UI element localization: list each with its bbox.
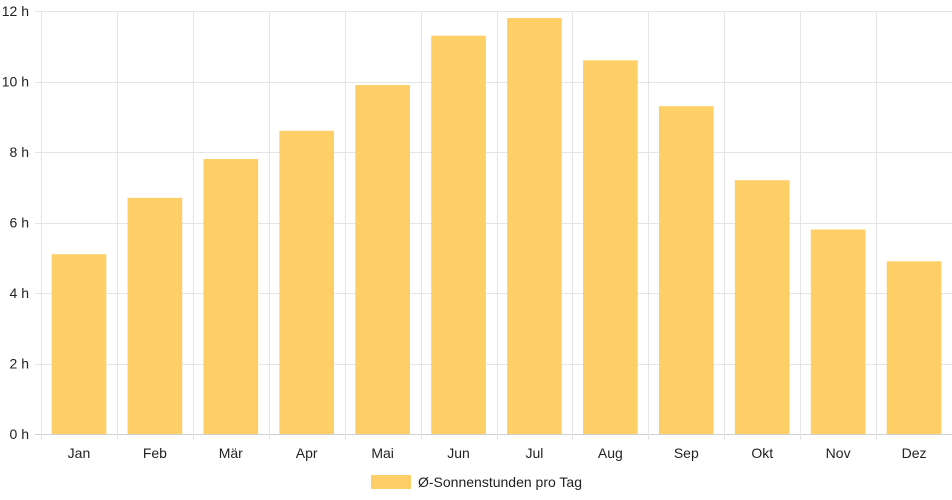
x-tick-label: Jul — [526, 445, 544, 461]
x-tick-label: Mär — [219, 445, 243, 461]
bars — [51, 18, 942, 435]
x-tick-label: Mai — [371, 445, 394, 461]
bar-okt[interactable] — [734, 180, 790, 434]
y-tick-label: 6 h — [10, 215, 29, 231]
bar-jun[interactable] — [431, 35, 486, 435]
x-tick-label: Okt — [751, 445, 773, 461]
bar-nov[interactable] — [810, 229, 866, 434]
y-tick-label: 4 h — [10, 285, 29, 301]
x-tick-label: Sep — [674, 445, 699, 461]
x-tick-label: Nov — [826, 445, 851, 461]
x-tick-label: Jun — [447, 445, 470, 461]
legend-label[interactable]: Ø-Sonnenstunden pro Tag — [418, 474, 582, 490]
bar-jul[interactable] — [507, 18, 562, 435]
y-tick-label: 8 h — [10, 144, 29, 160]
bar-aug[interactable] — [583, 60, 638, 434]
y-tick-label: 0 h — [10, 426, 29, 442]
bar-sep[interactable] — [658, 106, 714, 435]
x-tick-label: Jan — [68, 445, 91, 461]
bar-apr[interactable] — [279, 130, 335, 434]
bar-jan[interactable] — [51, 254, 107, 434]
y-tick-label: 12 h — [2, 3, 29, 19]
axes: 0 h 2 h 4 h 6 h 8 h 10 h 12 h Jan Feb Mär Apr Mai Ju… — [2, 3, 927, 461]
y-tick-label: 2 h — [10, 356, 29, 372]
legend[interactable]: Ø-Sonnenstunden pro Tag — [371, 474, 582, 490]
bar-mai[interactable] — [355, 85, 410, 435]
y-tick-label: 10 h — [2, 74, 29, 90]
legend-swatch[interactable] — [371, 475, 411, 489]
x-tick-label: Dez — [902, 445, 927, 461]
bar-feb[interactable] — [127, 197, 183, 434]
x-tick-label: Feb — [143, 445, 167, 461]
bar-dez[interactable] — [886, 261, 942, 434]
x-tick-label: Apr — [296, 445, 318, 461]
x-tick-label: Aug — [598, 445, 623, 461]
bar-mär[interactable] — [203, 159, 259, 435]
grid-lines — [35, 11, 952, 440]
